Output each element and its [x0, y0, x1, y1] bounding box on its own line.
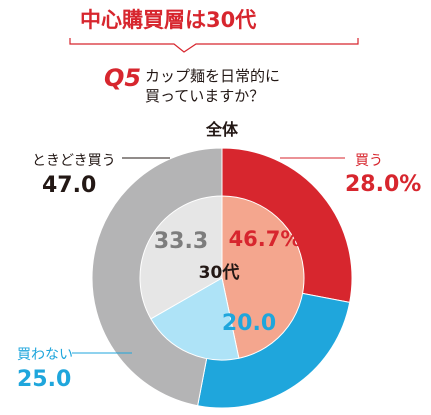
inner-label-sometimes: 33.3 — [154, 229, 208, 254]
inner-slice-sometimes — [139, 195, 223, 320]
question-text: カップ麺を日常的に 買っていますか？ — [145, 66, 280, 106]
question-number: Q5 — [104, 64, 142, 92]
question-line-2: 買っていますか？ — [145, 87, 265, 105]
headline-underline — [69, 38, 359, 53]
outer-value-notbuy: 25.0 — [17, 367, 72, 392]
question-line-1: カップ麺を日常的に — [145, 67, 281, 85]
outer-category-sometimes: ときどき買う — [32, 153, 116, 169]
outer-value-sometimes: 47.0 — [42, 173, 97, 198]
outer-category-notbuy: 買わない — [17, 347, 73, 363]
inner-label-notbuy: 20.0 — [222, 311, 276, 336]
inner-slice-buy — [221, 195, 305, 359]
headline: 中心購買層は30代 — [80, 8, 257, 32]
inner-label-buy: 46.7% — [229, 227, 302, 251]
outer-ring-title: 全体 — [205, 120, 239, 139]
outer-value-buy: 28.0% — [345, 172, 422, 197]
outer-category-buy: 買う — [355, 153, 383, 169]
inner-ring-title: 30代 — [199, 262, 240, 283]
